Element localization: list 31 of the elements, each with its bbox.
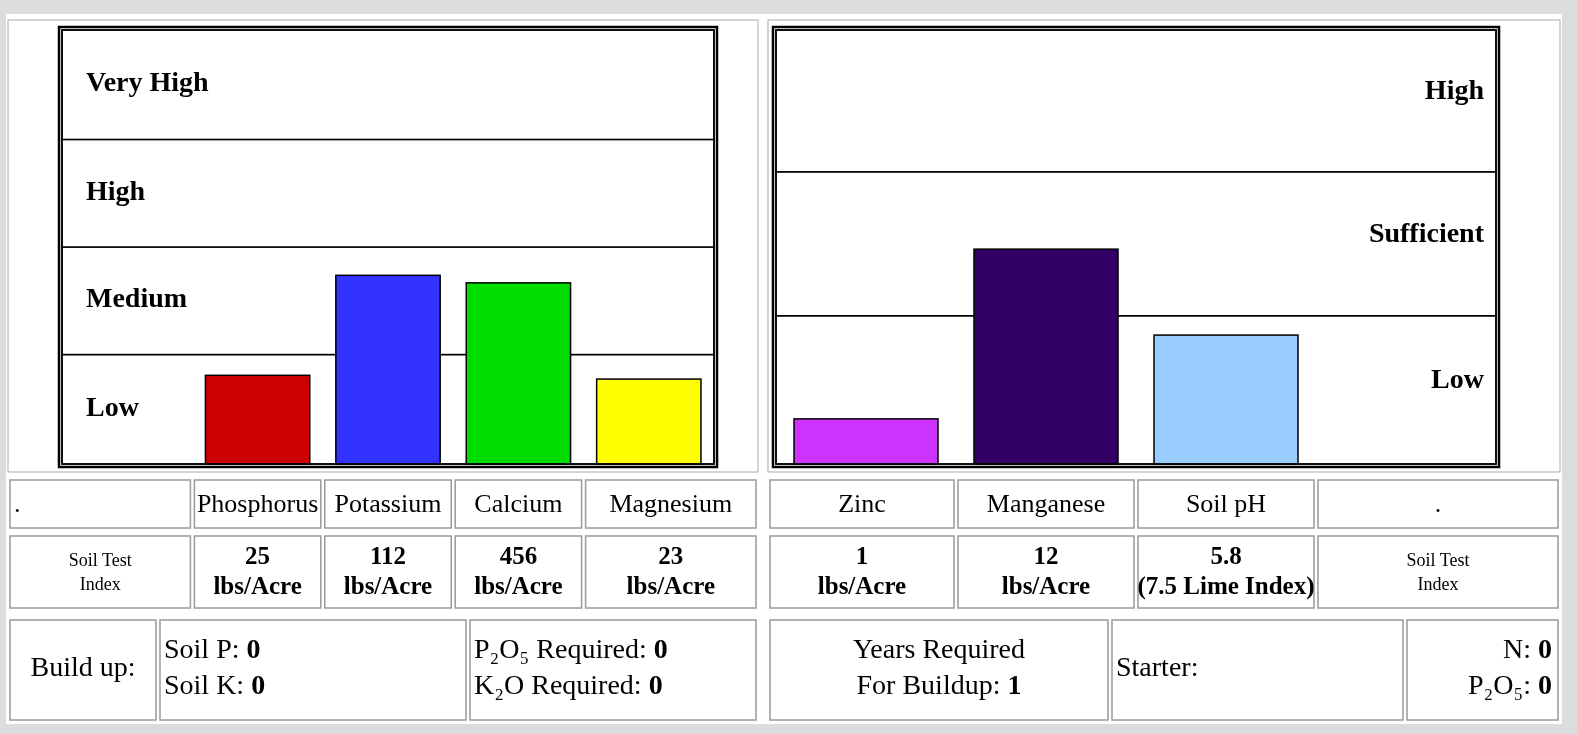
- text: 25 lbs/Acre: [213, 542, 302, 599]
- band-label: High: [1424, 74, 1485, 106]
- text: P₂O₅ Required: 0 K₂O Required: 0: [474, 633, 668, 701]
- x-tick-label: .: [14, 489, 21, 518]
- x-tick-label: Manganese: [986, 489, 1106, 518]
- text: Soil Test Index: [1406, 550, 1470, 594]
- text: 23 lbs/Acre: [626, 542, 716, 599]
- text: Starter:: [1116, 651, 1199, 683]
- band-label: Low: [86, 390, 140, 422]
- x-tick-label: Magnesium: [609, 489, 733, 518]
- text: 456 lbs/Acre: [474, 542, 563, 599]
- x-tick-label: Calcium: [474, 489, 563, 518]
- text: Build up:: [30, 651, 136, 683]
- text: 112 lbs/Acre: [343, 542, 433, 599]
- x-tick-label: Soil pH: [1185, 489, 1267, 518]
- x-tick-label: Phosphorus: [196, 489, 319, 518]
- x-tick-label: Potassium: [334, 489, 442, 518]
- text: Soil Test Index: [68, 550, 132, 594]
- text: 5.8 (7.5 Lime Index): [1137, 542, 1315, 599]
- text: N: 0 P₂O₅: 0: [1467, 633, 1552, 701]
- text: Soil P: 0 Soil K: 0: [164, 633, 266, 701]
- text: Years Required For Buildup: 1: [852, 633, 1026, 701]
- x-tick-label: Zinc: [838, 489, 886, 518]
- x-tick-label: .: [1434, 489, 1442, 518]
- band-label: Sufficient: [1368, 217, 1485, 249]
- text: 12 lbs/Acre: [1001, 542, 1091, 599]
- text: 1 lbs/Acre: [817, 542, 907, 599]
- band-label: Low: [1431, 363, 1485, 395]
- band-label: Medium: [86, 282, 188, 314]
- band-label: High: [86, 174, 146, 206]
- band-label: Very High: [86, 66, 210, 98]
